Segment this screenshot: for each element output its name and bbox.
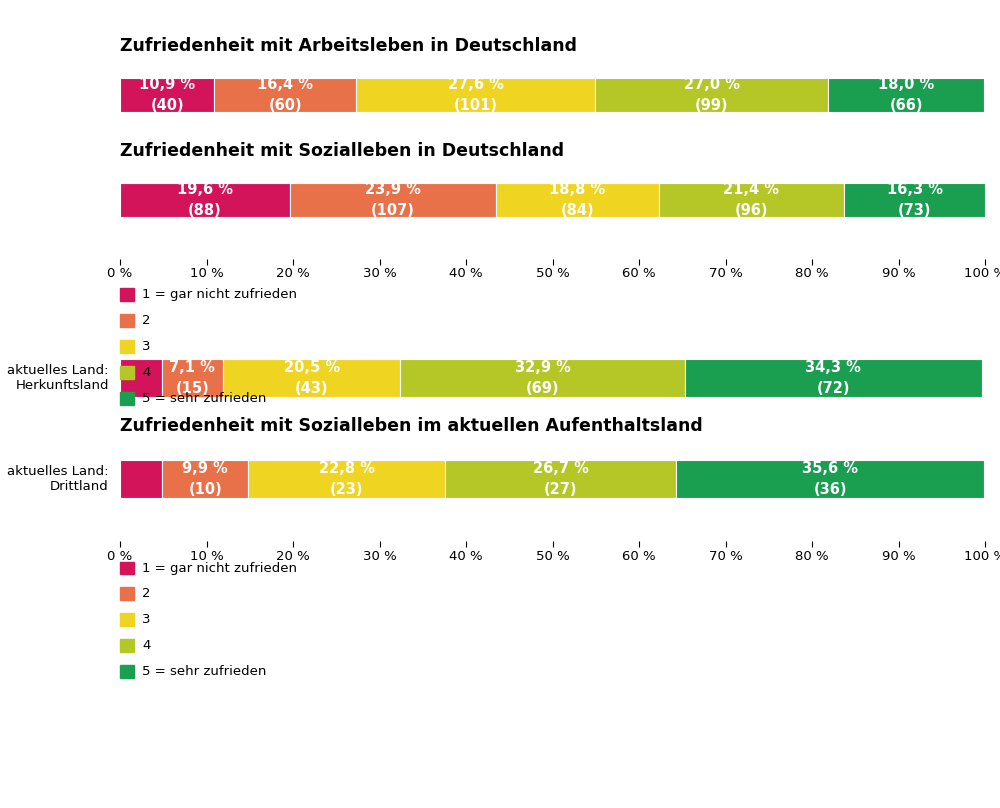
Bar	[496, 183, 659, 217]
Bar	[595, 78, 828, 112]
Text: 5 = sehr zufrieden: 5 = sehr zufrieden	[142, 665, 267, 678]
Text: 16,3 %
(73): 16,3 % (73)	[887, 183, 943, 218]
Text: Zufriedenheit mit Sozialleben in Deutschland: Zufriedenheit mit Sozialleben in Deutsch…	[120, 142, 564, 160]
Text: 4: 4	[142, 366, 151, 379]
Text: 18,8 %
(84): 18,8 % (84)	[549, 183, 606, 218]
Bar	[162, 359, 223, 397]
Bar	[162, 460, 248, 498]
Text: 10,9 %
(40): 10,9 % (40)	[139, 78, 195, 113]
Text: 4: 4	[142, 639, 151, 652]
Bar	[120, 78, 214, 112]
Bar	[685, 359, 982, 397]
Text: 7,1 %
(15): 7,1 % (15)	[169, 360, 215, 396]
Bar	[214, 78, 356, 112]
Text: 3: 3	[142, 613, 151, 626]
Bar	[659, 183, 844, 217]
Text: 16,4 %
(60): 16,4 % (60)	[257, 78, 313, 113]
Text: 27,0 %
(99): 27,0 % (99)	[684, 78, 740, 113]
Text: 34,3 %
(72): 34,3 % (72)	[805, 360, 861, 396]
Text: 20,5 %
(43): 20,5 % (43)	[284, 360, 340, 396]
Text: 18,0 %
(66): 18,0 % (66)	[878, 78, 934, 113]
Bar	[356, 78, 595, 112]
Bar	[223, 359, 400, 397]
Bar	[844, 183, 985, 217]
Text: 19,6 %
(88): 19,6 % (88)	[177, 183, 233, 218]
Bar	[120, 183, 290, 217]
Text: 35,6 %
(36): 35,6 % (36)	[802, 461, 858, 497]
Bar	[400, 359, 685, 397]
Text: Zufriedenheit mit Arbeitsleben in Deutschland: Zufriedenheit mit Arbeitsleben in Deutsc…	[120, 37, 577, 55]
Text: 26,7 %
(27): 26,7 % (27)	[533, 461, 589, 497]
Text: 2: 2	[142, 314, 151, 327]
Bar	[676, 460, 984, 498]
Text: 21,4 %
(96): 21,4 % (96)	[723, 183, 779, 218]
Bar	[445, 460, 676, 498]
Text: Zufriedenheit mit Sozialleben im aktuellen Aufenthaltsland: Zufriedenheit mit Sozialleben im aktuell…	[120, 417, 703, 435]
Text: 3: 3	[142, 340, 151, 353]
Text: 1 = gar nicht zufrieden: 1 = gar nicht zufrieden	[142, 288, 297, 301]
Text: 9,9 %
(10): 9,9 % (10)	[182, 461, 228, 497]
Text: 23,9 %
(107): 23,9 % (107)	[365, 183, 421, 218]
Bar	[248, 460, 445, 498]
Text: 27,6 %
(101): 27,6 % (101)	[448, 78, 503, 113]
Text: 1 = gar nicht zufrieden: 1 = gar nicht zufrieden	[142, 562, 297, 574]
Bar	[120, 460, 162, 498]
Bar	[120, 359, 162, 397]
Text: 22,8 %
(23): 22,8 % (23)	[319, 461, 375, 497]
Text: 5 = sehr zufrieden: 5 = sehr zufrieden	[142, 392, 267, 405]
Bar	[290, 183, 496, 217]
Text: 2: 2	[142, 587, 151, 600]
Text: 32,9 %
(69): 32,9 % (69)	[515, 360, 570, 396]
Bar	[828, 78, 984, 112]
